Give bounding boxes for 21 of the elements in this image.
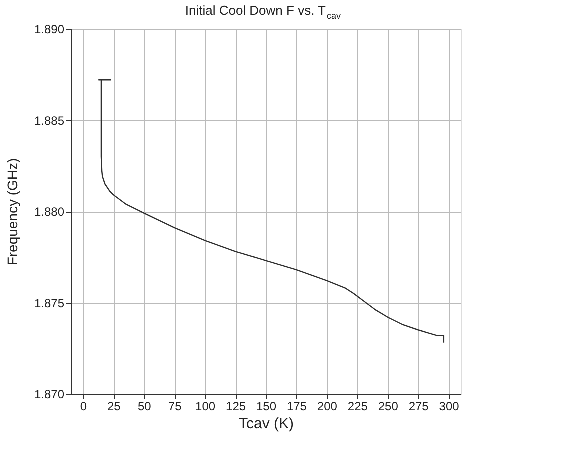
- x-tick-label: 75: [168, 400, 182, 414]
- x-tick-label: 300: [439, 400, 460, 414]
- y-tick-label: 1.885: [34, 114, 65, 128]
- x-tick-label: 275: [408, 400, 430, 414]
- x-tick-label: 225: [348, 400, 368, 414]
- x-tick-label: 25: [107, 400, 122, 414]
- y-axis-title: Frequency (GHz): [4, 158, 20, 266]
- x-tick-label: 0: [80, 400, 88, 414]
- x-tick-label: 200: [317, 400, 338, 414]
- x-tick-label: 50: [138, 400, 152, 414]
- y-tick-label: 1.875: [34, 296, 65, 310]
- y-tick-label: 1.890: [34, 22, 65, 36]
- x-tick-label: 150: [256, 400, 277, 414]
- y-tick-label: 1.870: [34, 388, 65, 402]
- y-tick-label: 1.880: [34, 205, 65, 219]
- line-series: [98, 80, 445, 344]
- x-axis-title: Tcav (K): [238, 416, 294, 432]
- x-tick-label: 250: [378, 400, 399, 414]
- x-tick-label: 175: [286, 400, 308, 414]
- x-tick-label: 125: [226, 400, 246, 414]
- x-tick-label: 100: [196, 400, 216, 414]
